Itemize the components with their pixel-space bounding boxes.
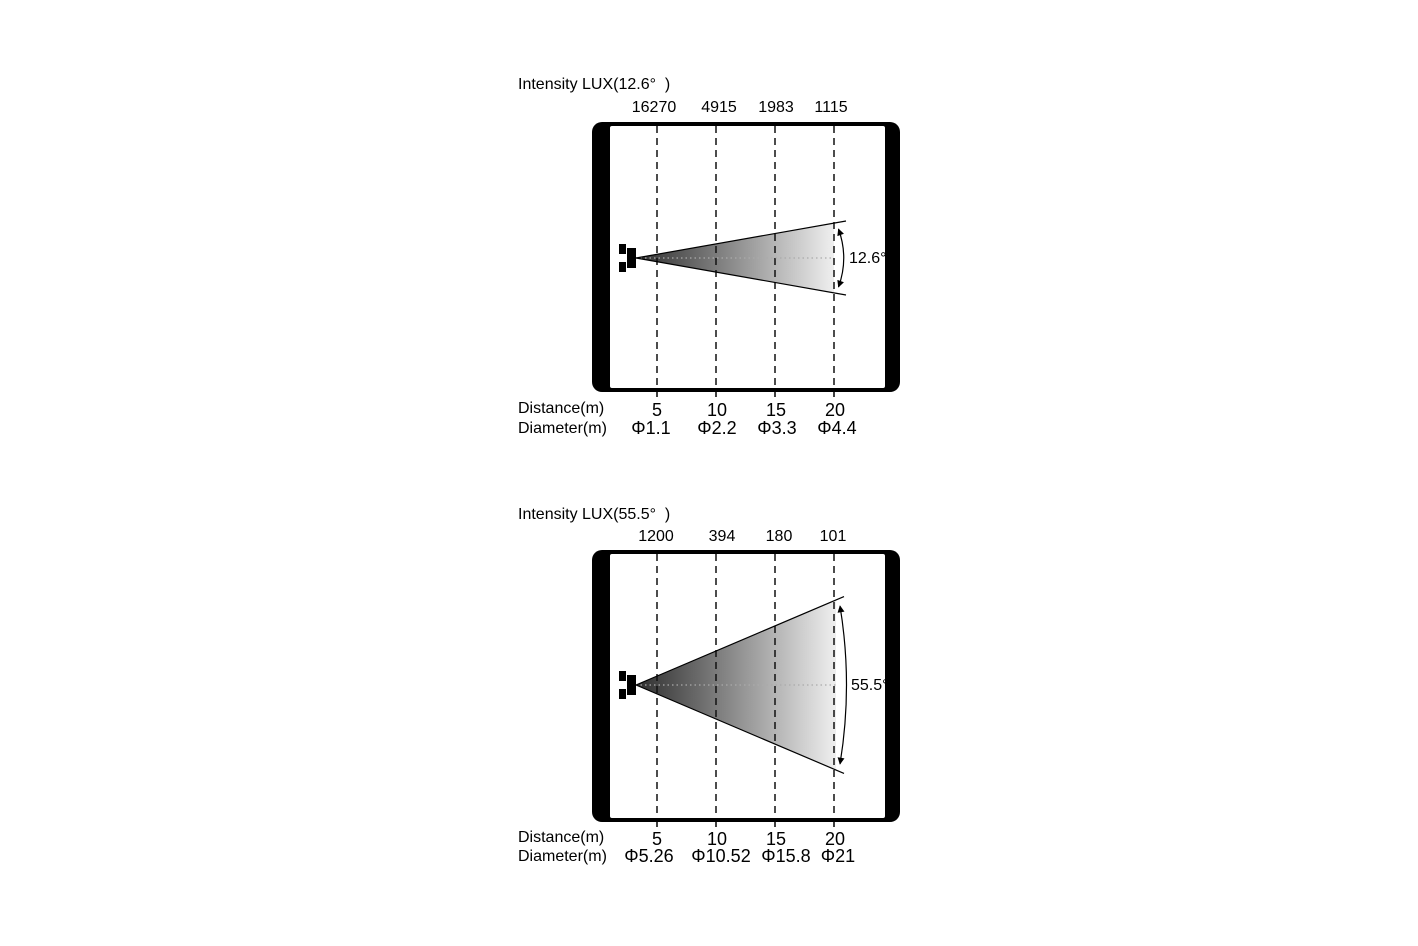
diameter-value: Φ10.52 — [691, 846, 751, 866]
distance-value: 20 — [824, 829, 846, 849]
intensity-value: 101 — [819, 528, 847, 545]
distance-value: 15 — [765, 829, 787, 849]
diameter-value: Φ15.8 — [761, 846, 811, 866]
diagram-title: Intensity LUX(55.5° ) — [518, 506, 671, 523]
distance-gridlines — [656, 126, 835, 388]
beam-edge-line-top — [635, 220, 847, 259]
beam-angle-label: 55.5° — [851, 677, 889, 694]
beam-angle-arc — [837, 228, 845, 288]
beam-edge-line-top — [635, 596, 845, 686]
diameter-value: Φ5.26 — [624, 846, 674, 866]
intensity-value: 16270 — [631, 99, 677, 116]
distance-value: 5 — [651, 829, 663, 849]
beam-angle-arc — [837, 605, 848, 765]
intensity-value: 4915 — [701, 99, 737, 116]
diameter-value: Φ2.2 — [697, 418, 737, 438]
beam-edge-line-bottom — [635, 257, 847, 296]
beam-diagram-narrow: 12.6° — [592, 122, 900, 397]
diameter-axis-label: Diameter(m) — [518, 420, 607, 437]
light-fixture-icon — [619, 671, 636, 699]
axis-ticks — [656, 392, 835, 397]
diameter-axis-label: Diameter(m) — [518, 848, 607, 865]
light-fixture-icon — [619, 244, 636, 272]
distance-value: 5 — [651, 400, 663, 420]
intensity-value: 180 — [765, 528, 793, 545]
distance-value: 20 — [824, 400, 846, 420]
distance-value: 10 — [706, 400, 728, 420]
diameter-value: Φ21 — [820, 846, 856, 866]
distance-value: 15 — [765, 400, 787, 420]
beam-edge-line-bottom — [635, 684, 845, 774]
intensity-value: 394 — [708, 528, 736, 545]
beam-diagram-wide: 55.5° — [592, 550, 900, 827]
axis-ticks — [656, 822, 835, 827]
distance-value: 10 — [706, 829, 728, 849]
diameter-value: Φ1.1 — [631, 418, 671, 438]
diameter-value: Φ3.3 — [757, 418, 797, 438]
diameter-value: Φ4.4 — [817, 418, 857, 438]
distance-gridlines — [656, 554, 835, 818]
distance-axis-label: Distance(m) — [518, 400, 605, 417]
distance-axis-label: Distance(m) — [518, 829, 605, 846]
diagram-title: Intensity LUX(12.6° ) — [518, 76, 671, 93]
beam-angle-label: 12.6° — [849, 250, 887, 267]
intensity-value: 1200 — [638, 528, 674, 545]
intensity-value: 1983 — [758, 99, 794, 116]
intensity-value: 1115 — [814, 99, 848, 116]
